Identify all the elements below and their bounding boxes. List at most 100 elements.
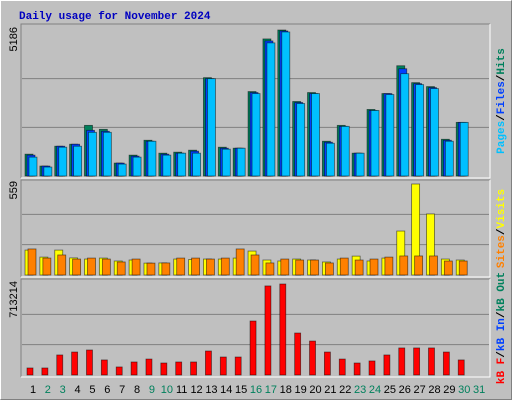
bar — [42, 257, 52, 276]
legend-separator: / — [496, 74, 508, 81]
x-tick-label: 4 — [75, 384, 81, 396]
bar — [43, 166, 53, 177]
bar — [264, 285, 272, 376]
bar — [279, 283, 287, 376]
bar — [353, 362, 361, 376]
legend-separator: / — [496, 228, 508, 235]
legend-entry: kB In — [496, 318, 508, 351]
bar — [146, 262, 156, 276]
bar — [56, 354, 64, 376]
x-tick-label: 24 — [369, 384, 381, 396]
x-tick-label: 18 — [280, 384, 292, 396]
x-tick-label: 14 — [220, 384, 232, 396]
bar — [294, 332, 302, 376]
bar — [162, 154, 172, 177]
bar — [428, 347, 435, 376]
x-tick-label: 29 — [443, 384, 455, 396]
bar — [296, 103, 306, 177]
x-tick-label: 10 — [161, 384, 173, 396]
x-tick-label: 27 — [413, 384, 425, 396]
bar — [323, 351, 331, 376]
x-tick-label: 20 — [309, 384, 321, 396]
legend: kB F/kB In/kB Out — [496, 272, 508, 384]
legend-entry: Sites — [496, 235, 508, 268]
bar — [161, 262, 171, 276]
legend-entry: kB Out — [496, 272, 508, 312]
bar — [384, 256, 394, 276]
legend: Pages/Files/Hits — [496, 48, 508, 154]
bar — [147, 140, 157, 177]
x-tick-label: 30 — [458, 384, 470, 396]
bar — [280, 258, 290, 276]
bar — [207, 78, 216, 177]
bar — [100, 359, 108, 376]
x-tick-label: 21 — [324, 384, 336, 396]
bar — [219, 356, 227, 376]
x-tick-label: 25 — [384, 384, 396, 396]
bar — [58, 146, 68, 177]
bar — [192, 152, 201, 177]
bar — [368, 360, 376, 376]
x-tick-label: 2 — [45, 384, 51, 396]
bar — [41, 367, 49, 376]
bar — [175, 361, 183, 376]
y-tick-label: 5186 — [8, 27, 20, 51]
bar — [325, 142, 335, 177]
bar — [415, 84, 425, 177]
x-tick-label: 13 — [205, 384, 217, 396]
bar — [236, 147, 246, 177]
x-tick-label: 5 — [89, 384, 95, 396]
x-tick-label: 7 — [119, 384, 125, 396]
bar — [115, 366, 123, 376]
legend-separator: / — [496, 351, 508, 358]
x-tick-label: 8 — [134, 384, 140, 396]
bar — [338, 358, 346, 376]
bar — [398, 347, 406, 376]
bar — [443, 260, 453, 276]
bar — [355, 152, 365, 177]
bar — [370, 110, 380, 177]
legend-entry: Files — [496, 81, 508, 114]
bar — [72, 258, 82, 276]
bar — [160, 362, 168, 376]
chart-title: Daily usage for November 2024 — [19, 11, 211, 23]
x-tick-label: 26 — [399, 384, 411, 396]
x-tick-label: 19 — [295, 384, 307, 396]
bar — [132, 156, 142, 177]
legend: Sites/Visits — [496, 189, 508, 268]
bar — [385, 94, 395, 177]
legend-entry: kB F — [496, 358, 508, 384]
bar — [102, 131, 112, 177]
panel-edge-dark — [20, 278, 490, 377]
bar — [309, 340, 316, 376]
bar — [311, 93, 320, 177]
bar — [234, 356, 242, 376]
bar — [176, 257, 186, 276]
panel-edge-light — [21, 180, 491, 278]
bar — [458, 260, 468, 276]
x-tick-label: 1 — [30, 384, 36, 396]
y-tick-label: 713214 — [8, 281, 20, 318]
bar — [117, 163, 127, 177]
x-tick-label: 17 — [265, 384, 277, 396]
panel-edge-dark — [20, 23, 490, 178]
bar — [86, 349, 93, 376]
panel-edge-dark — [20, 179, 490, 277]
legend-separator: / — [496, 114, 508, 121]
x-tick-label: 12 — [190, 384, 202, 396]
bar — [251, 93, 261, 177]
bar — [295, 259, 305, 276]
bar — [235, 248, 245, 276]
bar — [131, 258, 141, 276]
y-tick-label: 559 — [8, 181, 20, 199]
panel-edge-light — [21, 24, 491, 179]
bar — [457, 359, 465, 376]
legend-separator: / — [496, 311, 508, 318]
bar — [28, 156, 38, 177]
bar — [130, 361, 138, 376]
bar — [459, 121, 469, 177]
x-tick-label: 31 — [473, 384, 485, 396]
bar — [339, 257, 349, 276]
